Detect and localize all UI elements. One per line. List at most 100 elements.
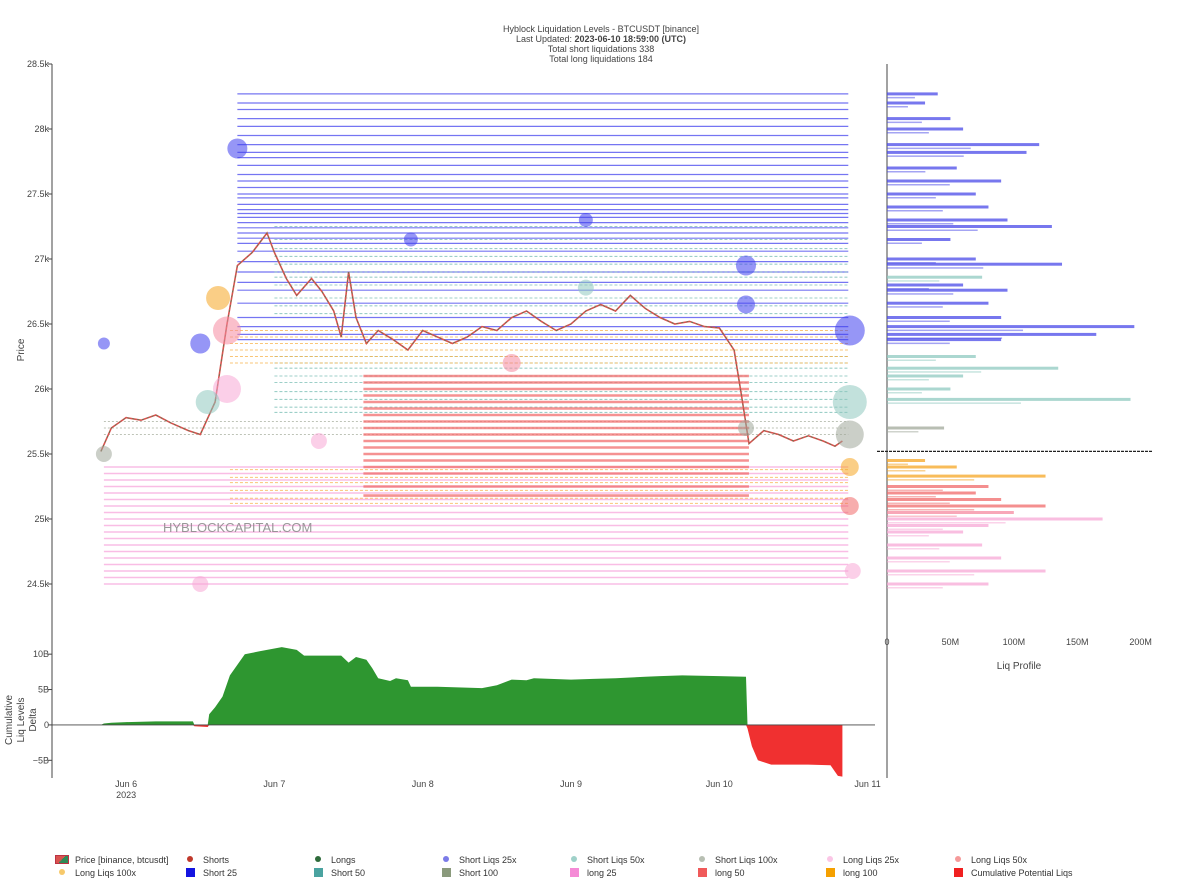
x-tick-label: Jun 7 [263,779,285,789]
profile-bar [887,426,945,430]
profile-bar [887,515,957,517]
profile-bar [887,320,950,322]
profile-bar [887,132,929,134]
profile-bar [887,528,943,530]
liquidation-bubble [835,420,864,449]
y-tick-label: 24.5k [27,579,50,589]
legend-item[interactable]: Price [binance, btcusdt] [55,855,183,865]
cumulative-axis-label: Cumulative Liq Levels Delta [4,695,39,745]
price-line [100,231,843,452]
liq-profile-label: Liq Profile [997,661,1042,672]
profile-bar [887,218,1008,222]
legend-item[interactable]: long 50 [695,868,823,878]
legend-label: Longs [331,854,356,865]
legend-item[interactable]: Cumulative Potential Liqs [951,868,1079,878]
profile-bar [887,229,978,231]
profile-bar [887,197,936,199]
legend-item[interactable]: Long Liqs 100x [55,868,183,878]
profile-bar [887,509,975,511]
legend-label: Long Liqs 25x [843,854,900,865]
legend-item[interactable]: Short Liqs 50x [567,855,695,865]
profile-bar [887,379,929,381]
legend-item[interactable]: Short Liqs 100x [695,855,823,865]
liquidation-bubble [844,563,861,579]
legend-item[interactable]: Long Liqs 25x [823,855,951,865]
profile-bar [887,511,1014,514]
y-tick-label: 5B [38,685,49,695]
legend-item[interactable]: Shorts [183,855,311,865]
x-tick-year: 2023 [116,790,136,800]
profile-bar [887,561,950,563]
profile-bar [887,150,1027,154]
liquidation-bubble [840,497,859,515]
watermark: HYBLOCKCAPITAL.COM [163,520,312,535]
price-plot: 28.5k 28k 27.5k 27k 26.5k 26k 25.5k 25k 24.5k [27,59,867,778]
y-tick-label: 25.5k [27,449,50,459]
cumulative-negative-area [100,724,843,777]
legend-item[interactable]: long 25 [567,868,695,878]
liquidation-bubble [195,390,220,414]
profile-bar [887,147,971,150]
liquidation-bubble [212,316,241,345]
profile-bar [887,522,1006,524]
legend-item[interactable]: Long Liqs 50x [951,855,1079,865]
profile-bar [887,474,1046,478]
y-tick-label: 26.5k [27,319,50,329]
cumulative-label-line: Delta [28,708,39,732]
legend-label: long 100 [843,867,878,878]
profile-bar [887,267,984,269]
legend-swatch [823,855,837,864]
liquidation-bubble [192,576,209,592]
profile-bar [887,179,1002,183]
y-tick-label: 26k [34,384,49,394]
profile-bar [887,517,1103,521]
legend-item[interactable]: Short 100 [439,868,567,878]
profile-bar [887,171,926,173]
profile-bar [887,166,957,170]
legend-swatch [55,868,69,877]
cumulative-label-line: Liq Levels [16,697,27,742]
profile-bar [887,485,989,488]
legend-swatch [698,868,707,877]
chart-title: Hyblock Liquidation Levels - BTCUSDT [bi… [503,24,699,34]
profile-bar [887,342,950,345]
legend-swatch [442,868,451,877]
legend-label: Shorts [203,854,230,865]
y-tick-label: 27k [34,254,49,264]
profile-bar [887,556,1002,560]
legend-label: Short 100 [459,867,499,878]
profile-x-tick-label: 150M [1066,637,1089,647]
profile-bar [887,431,919,433]
profile-bar [887,530,964,534]
profile-bar [887,587,943,589]
profile-bar [887,392,922,394]
x-tick-label: Jun 8 [412,779,434,789]
legend-label: Short Liqs 50x [587,854,645,865]
profile-bar [887,366,1059,370]
profile-bar [887,192,976,196]
last-updated: Last Updated: 2023-06-10 18:59:00 (UTC) [516,34,686,44]
profile-bar [887,387,951,391]
legend-item[interactable]: Longs [311,855,439,865]
legend-row: Long Liqs 100x Short 25 Short 50 Short 100 l… [55,866,1175,879]
profile-bar [887,288,1008,292]
total-short-liquidations: Total short liquidations 338 [548,44,655,54]
legend-item[interactable]: long 100 [823,868,951,878]
profile-bar [887,275,983,279]
liquidation-bubble [95,446,112,462]
price-candles [100,232,843,452]
legend-item[interactable]: Short 50 [311,868,439,878]
profile-bar [887,210,943,212]
liquidation-bubble [735,255,756,276]
legend-item[interactable]: Short Liqs 25x [439,855,567,865]
y-tick-label: 28k [34,124,49,134]
legend-item[interactable]: Short 25 [183,868,311,878]
profile-bar [887,96,915,99]
profile-bar [887,325,1135,329]
profile-bar [887,535,929,537]
legend-label: long 25 [587,867,617,878]
liquidation-bubble [97,337,110,350]
liquidation-bubble [502,354,521,372]
profile-bar [887,155,964,157]
profile-bar [887,582,989,586]
